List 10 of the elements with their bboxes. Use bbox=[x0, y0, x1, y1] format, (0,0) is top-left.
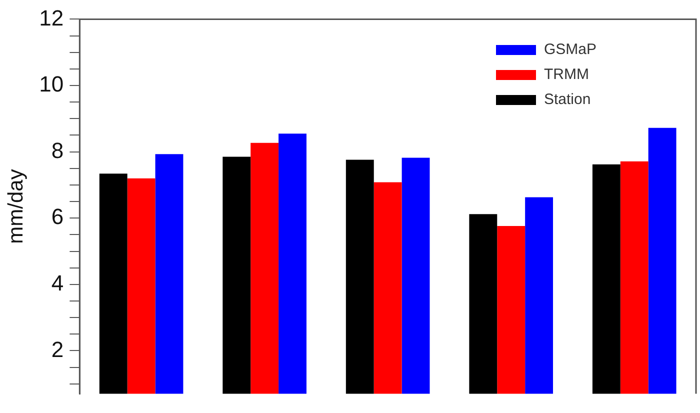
y-tick-label: 4 bbox=[51, 270, 64, 296]
y-tick-label: 2 bbox=[51, 336, 64, 362]
y-tick-label: 10 bbox=[39, 72, 64, 97]
y-tick-label: 8 bbox=[51, 138, 64, 163]
legend-label: TRMM bbox=[544, 66, 589, 84]
y-tick-label: 6 bbox=[51, 204, 64, 230]
y-axis-title: mm/day bbox=[4, 168, 28, 244]
legend-label: Station bbox=[544, 91, 591, 108]
legend-label: GSMaP bbox=[544, 41, 597, 58]
y-tick-label: 12 bbox=[39, 5, 64, 30]
